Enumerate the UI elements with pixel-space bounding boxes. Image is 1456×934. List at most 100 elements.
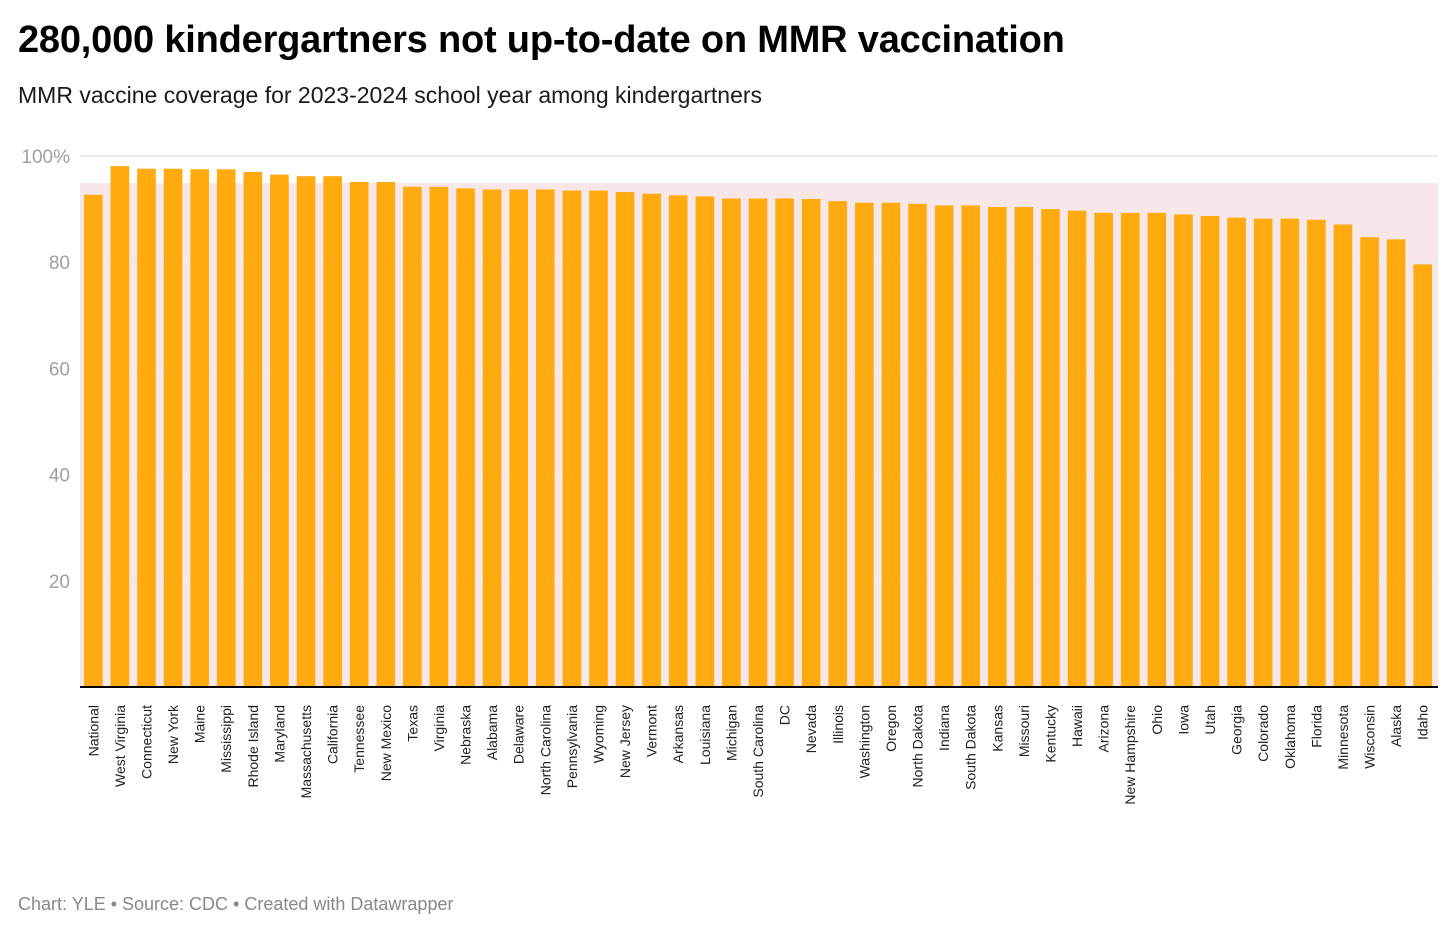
x-tick-label: Iowa [1175,705,1191,735]
bar [216,169,236,687]
bar [110,166,130,688]
bar [881,202,901,687]
bar [668,195,688,687]
bar [961,205,981,687]
bar [722,198,741,688]
x-tick-label: Arizona [1096,705,1112,753]
x-tick-label: Delaware [511,705,527,764]
bar [828,201,848,687]
x-tick-label: Tennessee [351,705,367,773]
x-tick-label: National [85,705,101,756]
bar [1227,217,1246,687]
bar [1147,212,1167,687]
x-tick-label: Nebraska [458,705,474,765]
chart-credit: Chart: YLE • Source: CDC • Created with … [18,894,454,914]
x-tick-label: Texas [404,705,420,742]
x-tick-label: Massachusetts [298,705,314,798]
x-tick-label: Arkansas [670,705,686,763]
bar [1200,216,1220,688]
bar [536,189,555,687]
x-tick-label: Pennsylvania [564,705,580,788]
bar [855,202,874,687]
x-tick-label: Hawaii [1069,705,1085,747]
x-tick-label: Wyoming [590,705,606,763]
x-tick-label: Florida [1308,705,1324,748]
x-tick-label: Vermont [644,705,660,757]
bar [403,186,422,687]
bar [589,190,608,687]
x-tick-label: Louisiana [697,705,713,765]
y-tick-label: 80 [49,253,70,274]
bar [376,182,396,688]
x-tick-label: North Dakota [910,705,926,788]
x-tick-label: West Virginia [112,705,128,787]
x-tick-label: Illinois [830,705,846,744]
x-tick-label: Maryland [271,705,287,763]
x-tick-label: Oklahoma [1282,705,1298,769]
bar [137,168,156,687]
x-tick-label: Minnesota [1335,705,1351,770]
x-tick-label: South Dakota [963,705,979,790]
x-tick-label: Nevada [803,705,819,753]
x-tick-label: New Jersey [617,705,633,778]
bar [1067,210,1087,687]
bar [1280,218,1300,687]
y-tick-label: 60 [49,359,70,380]
x-tick-label: Idaho [1415,705,1431,740]
x-tick-label: Kentucky [1042,705,1058,763]
y-tick-label: 20 [49,572,70,593]
x-tick-label: New Hampshire [1122,705,1138,805]
bar [1307,219,1326,687]
bar [190,169,209,687]
bar [84,194,103,687]
y-tick-label: 100% [21,147,70,168]
x-tick-label: North Carolina [537,705,553,795]
x-tick-label: Colorado [1255,705,1271,762]
x-tick-label: Connecticut [138,705,154,779]
x-tick-label: Ohio [1149,705,1165,735]
bar [163,168,183,687]
x-tick-label: New Mexico [378,705,394,781]
bar [456,188,475,688]
x-tick-label: Indiana [936,705,952,751]
bar [1253,218,1273,687]
bar [908,203,927,688]
x-tick-label: South Carolina [750,705,766,798]
bar [1386,239,1406,687]
bar [934,205,954,687]
x-tick-label: Wisconsin [1362,705,1378,769]
x-tick-label: Alabama [484,705,500,760]
bar [1360,237,1379,688]
x-tick-label: Michigan [723,705,739,761]
x-tick-label: Alaska [1388,705,1404,747]
bar [615,192,635,687]
bar [1413,264,1433,687]
bar [801,199,821,688]
x-tick-label: Oregon [883,705,899,752]
bar [349,182,369,688]
bar [1333,224,1353,687]
chart-title: 280,000 kindergartners not up-to-date on… [18,19,1065,61]
bar [429,186,449,687]
y-tick-label: 40 [49,466,70,487]
bar [695,196,715,687]
x-tick-label: Maine [192,705,208,743]
bar [482,189,502,687]
bar [562,190,582,687]
bar [1041,209,1060,687]
x-tick-label: California [325,705,341,764]
bar [323,176,342,688]
x-tick-label: Kansas [989,705,1005,752]
bar [1174,214,1193,687]
bar [748,198,768,688]
chart-subtitle: MMR vaccine coverage for 2023-2024 schoo… [18,82,763,108]
bar [775,198,794,688]
bar [988,206,1007,687]
bar [1094,212,1113,687]
x-tick-label: Georgia [1229,705,1245,755]
bar [1120,212,1140,687]
x-tick-label: DC [777,705,793,725]
x-tick-label: Mississippi [218,705,234,773]
bar [1014,206,1034,687]
